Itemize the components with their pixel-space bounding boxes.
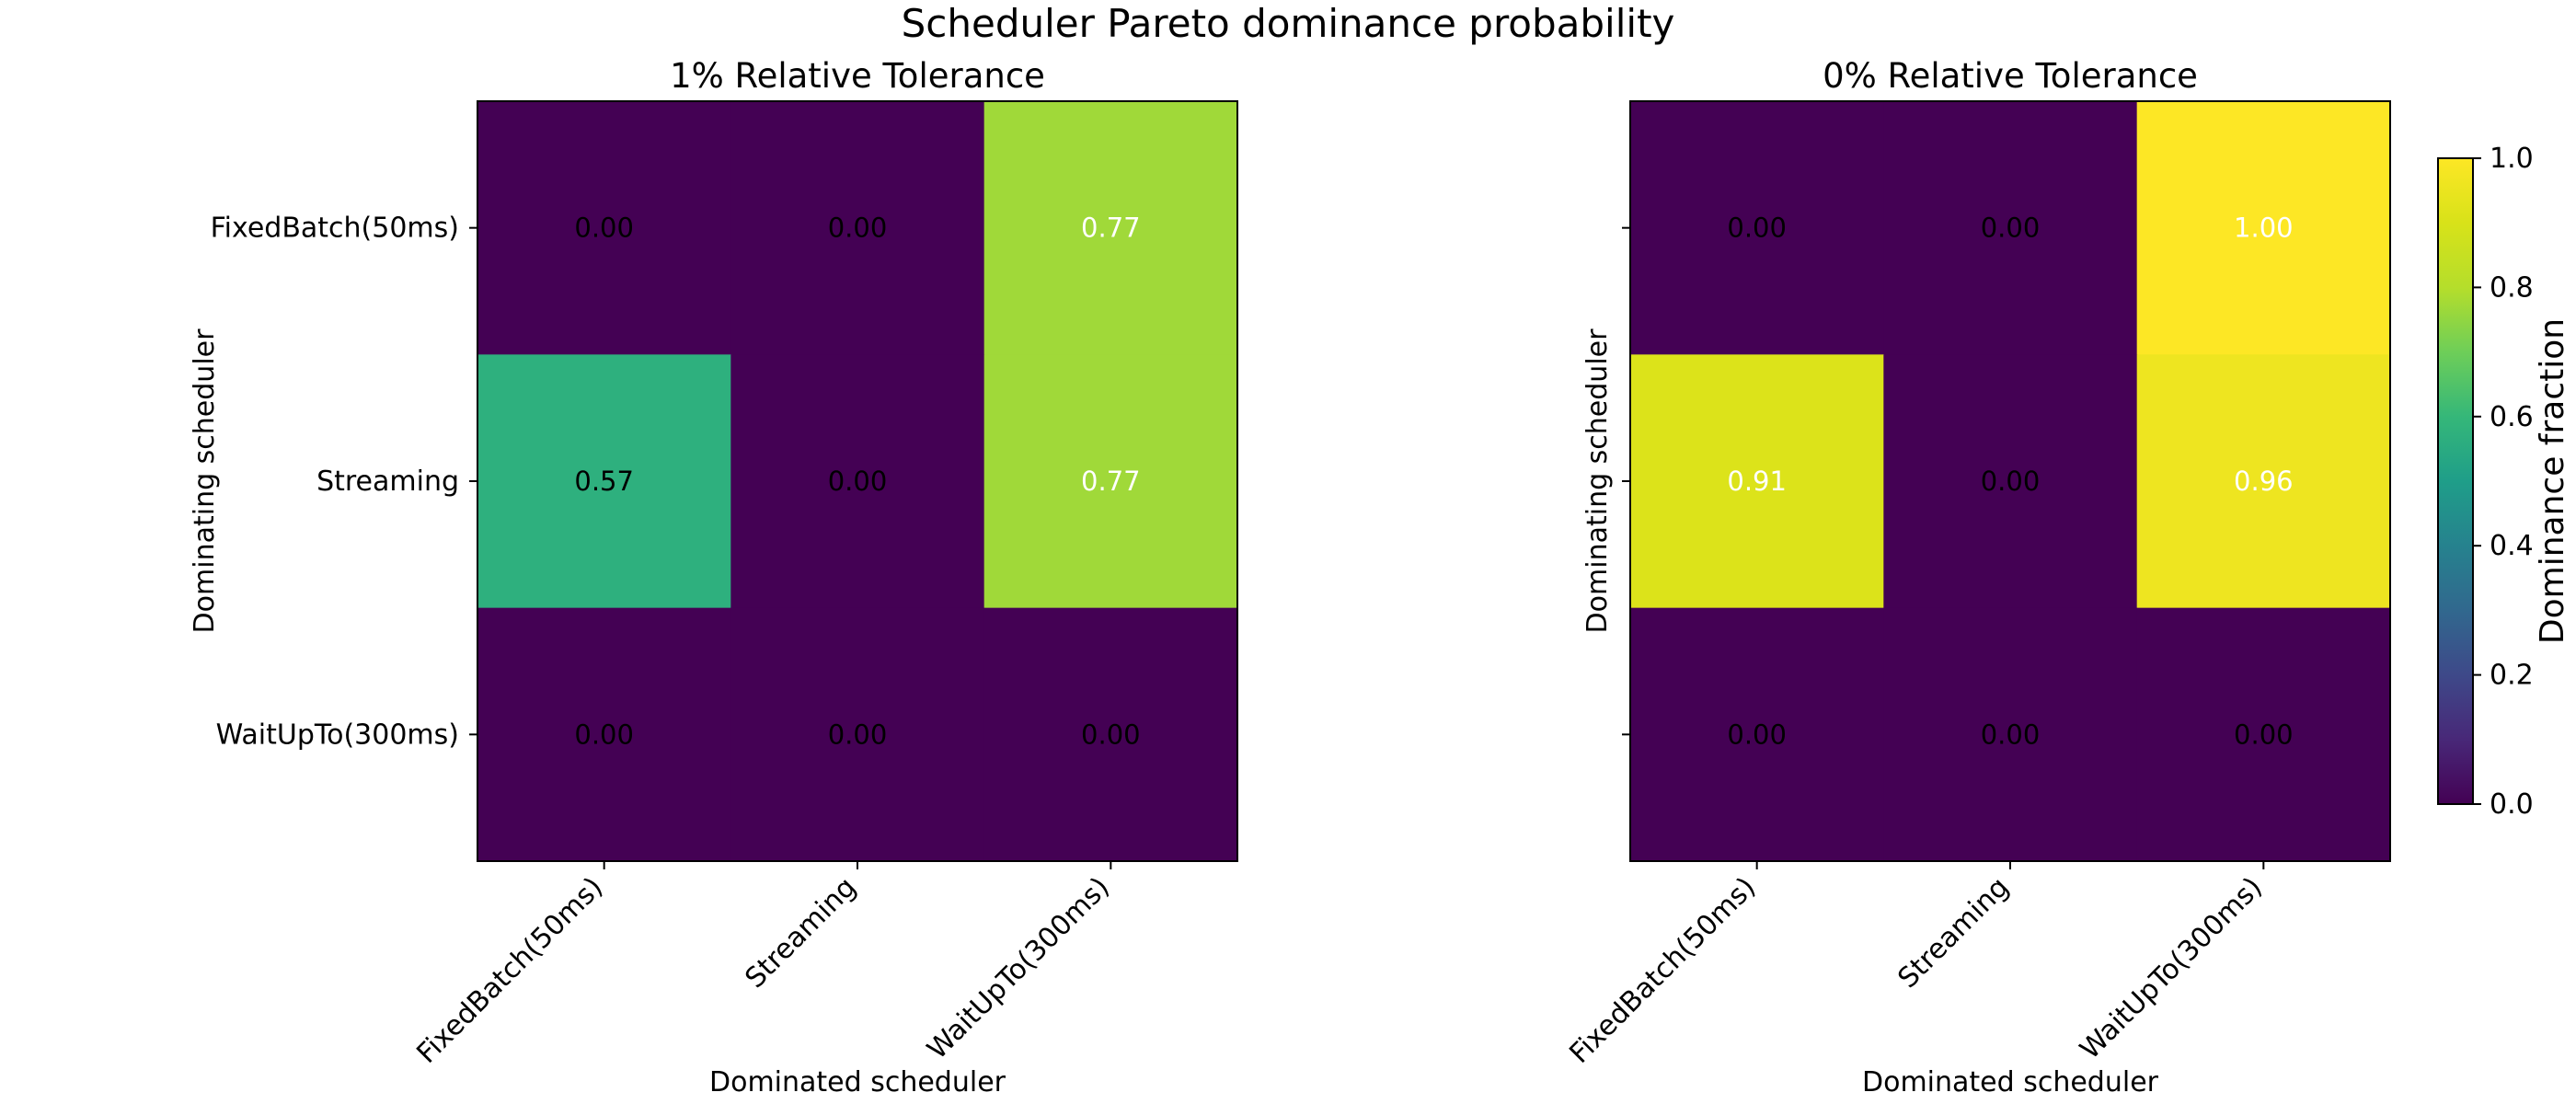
x-ticks: FixedBatch(50ms) Streaming WaitUpTo(300ms) — [410, 861, 1116, 1070]
cell-value-label: 0.00 — [1081, 719, 1141, 750]
heatmap-panel-1pct: 1% Relative Tolerance 0.00 0.00 0.770.57 0.… — [189, 56, 1238, 1098]
colorbar-tick-label: 1.0 — [2490, 143, 2534, 175]
heatmap-cell — [730, 354, 985, 609]
colorbar-tick-label: 0.6 — [2490, 401, 2534, 433]
colorbar-gradient — [2438, 158, 2473, 804]
heatmap-cell — [1883, 607, 2138, 862]
colorbar: 0.0 0.2 0.4 0.6 0.8 1.0 Dominance fraction — [2437, 143, 2571, 821]
heatmap-cell — [730, 101, 985, 355]
heatmap-cell — [2136, 354, 2391, 609]
cell-value-label: 0.00 — [828, 213, 888, 244]
heatmap-cell — [1883, 354, 2138, 609]
x-tick-label: WaitUpTo(300ms) — [2074, 871, 2269, 1066]
colorbar-label: Dominance fraction — [2534, 318, 2571, 644]
x-tick-label: FixedBatch(50ms) — [410, 871, 609, 1070]
cell-value-label: 0.96 — [2234, 466, 2294, 497]
x-tick-label: WaitUpTo(300ms) — [921, 871, 1116, 1066]
cell-value-label: 0.00 — [574, 213, 634, 244]
heatmap-cell — [983, 607, 1238, 862]
heatmap-cell — [2136, 101, 2391, 355]
x-tick-label: Streaming — [1892, 871, 2015, 995]
y-tick-label: Streaming — [316, 466, 459, 498]
x-tick-label: Streaming — [739, 871, 862, 995]
heatmap-cell — [1630, 607, 1884, 862]
cell-value-label: 0.00 — [574, 719, 634, 750]
cell-value-label: 0.00 — [828, 466, 888, 497]
panel-title: 0% Relative Tolerance — [1823, 56, 2198, 96]
x-tick-label: FixedBatch(50ms) — [1563, 871, 1762, 1070]
figure-title: Scheduler Pareto dominance probability — [902, 1, 1675, 46]
colorbar-ticks: 0.0 0.2 0.4 0.6 0.8 1.0 — [2473, 143, 2534, 821]
x-axis-label: Dominated scheduler — [709, 1066, 1006, 1098]
heatmap-cell — [1630, 101, 1884, 355]
cell-value-label: 0.00 — [828, 719, 888, 750]
cell-value-label: 0.00 — [1727, 719, 1787, 750]
y-axis-label: Dominating scheduler — [1581, 328, 1614, 634]
cell-value-label: 0.00 — [1981, 719, 2041, 750]
cell-value-label: 0.91 — [1727, 466, 1787, 497]
heatmap-cell — [730, 607, 985, 862]
cell-value-label: 0.00 — [1981, 466, 2041, 497]
heatmap-cell — [477, 354, 731, 609]
y-tick-label: FixedBatch(50ms) — [211, 213, 459, 245]
cell-value-label: 1.00 — [2234, 213, 2294, 244]
y-axis-label: Dominating scheduler — [189, 328, 221, 634]
heatmap-cells: 0.00 0.00 0.77 0.57 0.00 0.77 0.00 0.00 0.00 — [477, 101, 1238, 862]
cell-value-label: 0.00 — [2234, 719, 2294, 750]
heatmap-cell — [2136, 607, 2391, 862]
heatmap-cell — [1630, 354, 1884, 609]
heatmap-cell — [477, 607, 731, 862]
heatmap-panel-0pct: 0% Relative Tolerance 0.00 0.00 1.000.91 0.… — [1563, 56, 2391, 1098]
y-ticks — [1622, 226, 1630, 736]
cell-value-label: 0.77 — [1081, 466, 1141, 497]
colorbar-tick-label: 0.0 — [2490, 788, 2534, 821]
heatmap-cell — [477, 101, 731, 355]
heatmap-cells: 0.00 0.00 1.00 0.91 0.00 0.96 0.00 0.00 0.00 — [1630, 101, 2391, 862]
y-ticks: FixedBatch(50ms) Streaming WaitUpTo(300ms) — [211, 213, 477, 751]
x-ticks: FixedBatch(50ms) Streaming WaitUpTo(300ms) — [1563, 861, 2269, 1070]
x-axis-label: Dominated scheduler — [1862, 1066, 2159, 1098]
cell-value-label: 0.00 — [1727, 213, 1787, 244]
heatmap-cell — [983, 354, 1238, 609]
colorbar-tick-label: 0.2 — [2490, 660, 2534, 692]
colorbar-tick-label: 0.8 — [2490, 271, 2534, 304]
heatmap-cell — [1883, 101, 2138, 355]
cell-value-label: 0.00 — [1981, 213, 2041, 244]
cell-value-label: 0.57 — [574, 466, 634, 497]
heatmap-cell — [983, 101, 1238, 355]
colorbar-tick-label: 0.4 — [2490, 530, 2534, 562]
y-tick-label: WaitUpTo(300ms) — [216, 719, 459, 751]
panel-title: 1% Relative Tolerance — [670, 56, 1045, 96]
colorbar-frame — [2437, 157, 2474, 805]
cell-value-label: 0.77 — [1081, 213, 1141, 244]
